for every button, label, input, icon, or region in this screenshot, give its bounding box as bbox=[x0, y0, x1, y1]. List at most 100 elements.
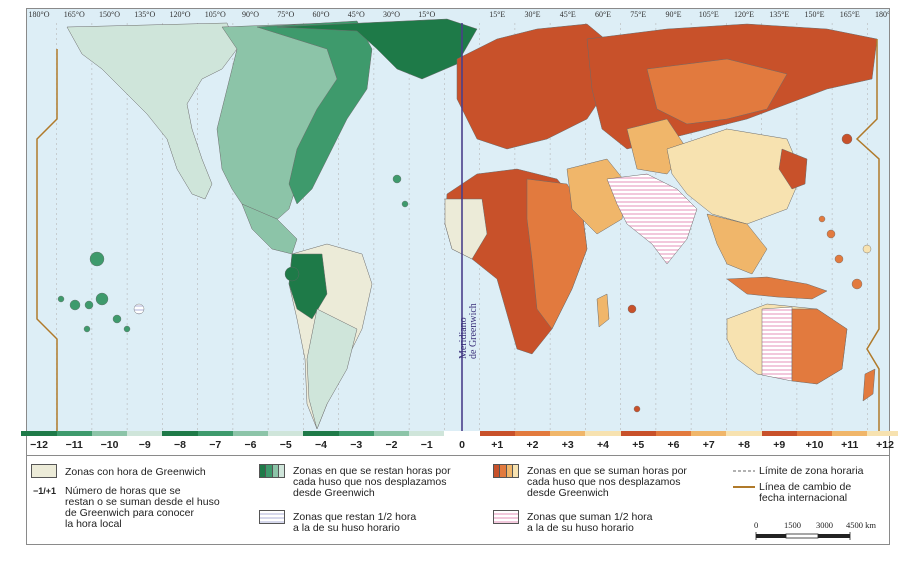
scale-label-0: 0 bbox=[754, 520, 759, 530]
longitude-label: 105°O bbox=[204, 10, 226, 19]
island-11 bbox=[841, 133, 853, 145]
offset-color-bar bbox=[585, 431, 621, 436]
scale-label-3000: 3000 bbox=[816, 520, 833, 530]
zone-limit-label: Límite de zona horaria bbox=[759, 465, 864, 477]
russia-central bbox=[646, 58, 788, 125]
south-america-south bbox=[306, 308, 358, 430]
island-6 bbox=[133, 303, 145, 315]
offset-color-bar bbox=[373, 431, 410, 436]
china bbox=[666, 128, 803, 225]
map-figure: 180°O 165°O 150°O 135°O 120°O 105°O 90°O 75°O 60… bbox=[21, 8, 898, 545]
island-4 bbox=[123, 325, 131, 333]
dateline-label-2: fecha internacional bbox=[759, 492, 848, 504]
offset-color-bar bbox=[268, 431, 304, 436]
plus-zone-text-3: desde Greenwich bbox=[527, 487, 609, 499]
offset-label: +12 bbox=[876, 439, 894, 451]
offset-color-bar bbox=[409, 431, 445, 436]
offset-color-bar bbox=[56, 431, 92, 436]
date-line-east bbox=[855, 39, 880, 431]
longitude-label: 165°E bbox=[839, 10, 860, 19]
longitude-label: 90°E bbox=[665, 10, 682, 19]
half-plus-text-2: a la de su huso horario bbox=[527, 522, 634, 534]
offset-label: −9 bbox=[138, 439, 151, 451]
australia-east bbox=[791, 308, 848, 385]
island-1 bbox=[84, 300, 94, 310]
offset-text-3: de Greenwich para conocer bbox=[65, 507, 194, 519]
offset-sign-symbol: −1/+1 bbox=[33, 486, 57, 496]
meridian-label-line2: de Greenwich bbox=[468, 303, 479, 359]
offset-label: −1 bbox=[420, 439, 433, 451]
longitude-label: 45°E bbox=[559, 10, 576, 19]
offset-color-bar bbox=[444, 431, 480, 436]
plus-zone-text-1: Zonas en que se suman horas por bbox=[527, 465, 687, 477]
longitude-label: 60°E bbox=[594, 10, 612, 19]
island-12 bbox=[826, 229, 836, 239]
offset-color-bar bbox=[691, 431, 727, 436]
arabia bbox=[566, 158, 628, 235]
longitude-label: 45°O bbox=[347, 10, 365, 19]
offset-color-bar bbox=[796, 431, 833, 436]
offset-label: +7 bbox=[702, 439, 715, 451]
offset-label: −10 bbox=[100, 439, 119, 451]
minus-zone-text-3: desde Greenwich bbox=[293, 487, 375, 499]
offset-color-bar bbox=[127, 431, 163, 436]
new-zealand bbox=[862, 368, 876, 402]
island-3 bbox=[112, 314, 122, 324]
island-8 bbox=[83, 325, 91, 333]
offset-label: +11 bbox=[841, 439, 859, 451]
offset-color-bar bbox=[620, 431, 656, 436]
longitude-label: 135°E bbox=[769, 10, 790, 19]
date-line-west bbox=[36, 49, 58, 431]
offset-text-1: Número de horas que se bbox=[65, 485, 181, 497]
island-9 bbox=[392, 174, 402, 184]
offset-color-bar bbox=[867, 431, 898, 436]
map-canvas bbox=[36, 18, 880, 431]
offset-label: +9 bbox=[773, 439, 786, 451]
offset-label: −3 bbox=[350, 439, 363, 451]
offset-color-bar bbox=[91, 431, 128, 436]
island-18 bbox=[818, 215, 826, 223]
offset-label: −2 bbox=[385, 439, 398, 451]
japan bbox=[778, 148, 808, 190]
offset-color-bar bbox=[232, 431, 269, 436]
greenland-canada-arctic bbox=[276, 18, 478, 80]
offset-label: +4 bbox=[597, 439, 609, 451]
longitude-label: 180°O bbox=[28, 10, 50, 19]
legend: Zonas con hora de Greenwich −1/+1 Número… bbox=[27, 455, 889, 545]
longitude-label: 120°E bbox=[733, 10, 755, 19]
longitude-label: 135°O bbox=[134, 10, 156, 19]
longitude-label: 15°O bbox=[418, 10, 436, 19]
longitude-label: 60°O bbox=[312, 10, 330, 19]
longitude-label: 90°O bbox=[242, 10, 259, 19]
zone-limit-line-symbol bbox=[733, 470, 755, 472]
dateline-label-1: Línea de cambio de bbox=[759, 481, 852, 493]
minus-zone-text-2: cada huso que nos desplazamos bbox=[293, 476, 447, 488]
longitude-label: 30°E bbox=[524, 10, 541, 19]
west-africa-gmt bbox=[444, 198, 488, 260]
south-america-west bbox=[288, 253, 328, 320]
offset-color-bar bbox=[162, 431, 198, 436]
offset-label: +3 bbox=[561, 439, 574, 451]
offset-label: +1 bbox=[491, 439, 504, 451]
scale-bar-graphic bbox=[755, 532, 851, 540]
offset-label: −4 bbox=[315, 439, 327, 451]
indonesia bbox=[726, 276, 828, 300]
offset-text-2: restan o se suman desde el huso bbox=[65, 496, 220, 508]
longitude-label: 75°O bbox=[277, 10, 295, 19]
offset-label: +2 bbox=[526, 439, 539, 451]
gmt-zone-label: Zonas con hora de Greenwich bbox=[65, 466, 206, 478]
offset-color-bar bbox=[550, 431, 586, 436]
island-5 bbox=[89, 251, 105, 267]
offset-label: −12 bbox=[30, 439, 48, 451]
half-minus-swatch bbox=[259, 510, 285, 524]
island-0 bbox=[69, 299, 81, 311]
north-america-west bbox=[66, 22, 238, 200]
island-15 bbox=[627, 304, 637, 314]
plus-zone-text-2: cada huso que nos desplazamos bbox=[527, 476, 681, 488]
madagascar bbox=[596, 293, 610, 328]
minus-zone-swatch bbox=[259, 464, 285, 478]
half-minus-text-2: a la de su huso horario bbox=[293, 522, 400, 534]
offset-label: 0 bbox=[459, 439, 465, 451]
time-offset-strip: −12 −11 −10 −9 −8 −7 −6 −5 −4 −3 −2 −1 0 +1 +2 +3 +4 +5 +6… bbox=[21, 431, 898, 455]
scale-label-1500: 1500 bbox=[784, 520, 801, 530]
